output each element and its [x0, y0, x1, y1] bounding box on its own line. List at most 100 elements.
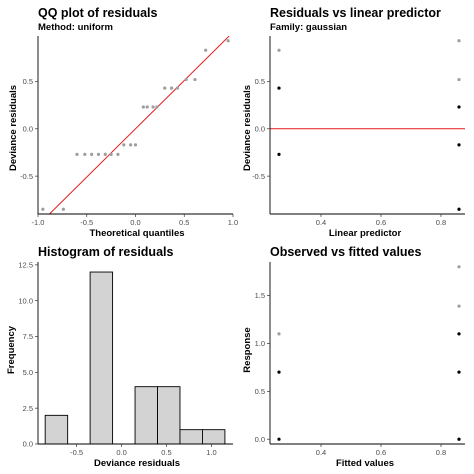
observed-point	[277, 370, 281, 374]
qq-point	[204, 48, 208, 52]
histogram-panel: Histogram of residuals -0.5 0.0 0.5 1.0 0.0 2…	[6, 245, 233, 469]
qq-point	[83, 152, 87, 156]
histogram-title: Histogram of residuals	[38, 245, 173, 259]
qq-x-tick-label: -0.5	[80, 218, 93, 227]
qq-x-label: Theoretical quantiles	[89, 228, 184, 239]
qq-point	[226, 39, 230, 43]
qq-point	[41, 207, 45, 211]
histogram-bar	[179, 429, 203, 445]
qq-point	[103, 152, 107, 156]
qq-y-tick-label: -0.5	[20, 172, 33, 181]
qq-point	[122, 143, 126, 147]
qq-point	[90, 152, 94, 156]
residuals-title: Residuals vs linear predictor	[270, 6, 441, 20]
histogram-y-tick-label: 2.5	[23, 404, 33, 413]
observed-title: Observed vs fitted values	[270, 245, 422, 259]
qq-y-tick-label: 0.5	[23, 77, 33, 86]
observed-point	[277, 332, 281, 336]
observed-point	[457, 304, 461, 308]
qq-point	[61, 207, 65, 211]
residuals-y-tick-label: 0.0	[255, 124, 265, 133]
qq-point	[96, 152, 101, 156]
qq-point	[145, 105, 149, 109]
observed-x-label: Fitted values	[336, 458, 394, 469]
residuals-y-tick-label: 0.5	[255, 77, 265, 86]
observed-y-tick-label: 1.5	[255, 291, 265, 300]
observed-panel: Observed vs fitted values 0.4 0.6 0.80.00.…	[242, 245, 465, 469]
histogram-y-label: Frequency	[6, 325, 17, 374]
qq-point	[193, 77, 197, 82]
histogram-y-tick-label: 7.5	[23, 332, 33, 341]
residuals-x-tick-label: 0.4	[316, 218, 326, 227]
histogram-bar	[134, 386, 158, 445]
histogram-y-tick-label: 10.0	[18, 296, 33, 305]
qq-y-label: Deviance residuals	[8, 85, 19, 171]
observed-x-tick-label: 0.8	[436, 448, 446, 457]
observed-y-tick-label: 1.0	[255, 339, 265, 348]
qq-point	[133, 143, 138, 147]
histogram-x-tick-label: 0.5	[161, 448, 171, 457]
histogram-bar	[89, 271, 114, 445]
qq-point	[116, 152, 120, 156]
qq-point	[141, 105, 145, 109]
qq-point	[163, 86, 167, 90]
residuals-y-label: Deviance residuals	[242, 85, 253, 171]
qq-point	[155, 105, 159, 109]
residuals-point	[277, 86, 281, 90]
residuals-point	[277, 152, 281, 156]
observed-y-tick-label: 0.0	[255, 435, 265, 444]
qq-point	[184, 77, 188, 82]
qq-x-tick-label: -1.0	[32, 218, 45, 227]
observed-y-tick-label: 0.5	[255, 387, 265, 396]
residuals-point	[277, 48, 281, 52]
histogram-x-tick-label: 1.0	[206, 448, 216, 457]
residuals-point	[457, 77, 461, 82]
observed-x-tick-label: 0.4	[316, 448, 326, 457]
observed-point	[277, 437, 281, 441]
residuals-subtitle: Family: gaussian	[270, 22, 347, 33]
observed-x-tick-label: 0.6	[376, 448, 386, 457]
histogram-x-tick-label: 0.0	[116, 448, 126, 457]
residuals-point	[457, 143, 461, 147]
histogram-bar	[157, 386, 181, 445]
qq-reference-line	[48, 36, 230, 214]
histogram-x-label: Deviance residuals	[94, 458, 180, 469]
qq-point	[75, 152, 79, 156]
qq-panel: QQ plot of residuals Method: uniform -1.…	[8, 6, 238, 239]
histogram-y-tick-label: 12.5	[18, 261, 33, 270]
qq-point	[109, 152, 113, 156]
qq-x-tick-label: 0.0	[130, 218, 140, 227]
qq-subtitle: Method: uniform	[38, 22, 113, 33]
residuals-x-label: Linear predictor	[329, 228, 402, 239]
qq-x-tick-label: 1.0	[228, 218, 238, 227]
observed-plot-area: 0.4 0.6 0.8 0.0 0.5 1.0 1.5	[255, 262, 465, 457]
observed-point	[457, 370, 461, 374]
observed-point	[457, 265, 461, 269]
observed-point	[457, 437, 461, 441]
observed-y-label: Response	[242, 327, 253, 372]
histogram-x-tick-label: -0.5	[70, 448, 83, 457]
residuals-point	[457, 207, 461, 211]
qq-y-tick-label: 0.0	[23, 124, 33, 133]
residuals-panel: Residuals vs linear predictor Family: ga…	[242, 6, 465, 239]
qq-plot-area: -1.0 -0.5 0.0 0.5 1.0 -0.5 0.0 0.5	[20, 36, 238, 227]
qq-point	[175, 86, 180, 90]
qq-title: QQ plot of residuals	[38, 6, 158, 20]
histogram-y-tick-label: 0.0	[23, 440, 33, 449]
histogram-y-tick-label: 5.0	[23, 368, 33, 377]
qq-point	[129, 143, 133, 147]
qq-point	[169, 86, 174, 90]
residuals-point	[457, 39, 461, 43]
histogram-bar	[44, 414, 69, 445]
residuals-x-tick-label: 0.8	[436, 218, 446, 227]
qq-point	[151, 105, 155, 109]
residuals-plot-area: 0.4 0.6 0.8 -0.5 0.0 0.5	[252, 36, 465, 227]
histogram-bar	[201, 429, 226, 445]
observed-point	[457, 332, 461, 336]
residuals-point	[457, 105, 461, 109]
residuals-x-tick-label: 0.6	[376, 218, 386, 227]
residuals-y-tick-label: -0.5	[252, 172, 265, 181]
histogram-plot-area: -0.5 0.0 0.5 1.0 0.0 2.5 5.0 7.5 10.0 12.5	[18, 261, 233, 457]
qq-x-tick-label: 0.5	[179, 218, 189, 227]
